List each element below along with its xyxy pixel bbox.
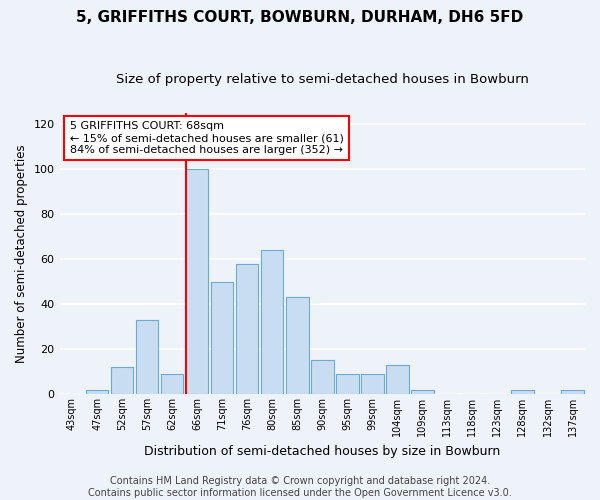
Text: Contains HM Land Registry data © Crown copyright and database right 2024.
Contai: Contains HM Land Registry data © Crown c…	[88, 476, 512, 498]
Bar	[136, 320, 158, 394]
Bar	[511, 390, 534, 394]
Text: 5 GRIFFITHS COURT: 68sqm
← 15% of semi-detached houses are smaller (61)
84% of s: 5 GRIFFITHS COURT: 68sqm ← 15% of semi-d…	[70, 122, 344, 154]
X-axis label: Distribution of semi-detached houses by size in Bowburn: Distribution of semi-detached houses by …	[144, 444, 500, 458]
Bar	[211, 282, 233, 394]
Bar	[111, 367, 133, 394]
Bar	[261, 250, 283, 394]
Title: Size of property relative to semi-detached houses in Bowburn: Size of property relative to semi-detach…	[116, 72, 529, 86]
Text: 5, GRIFFITHS COURT, BOWBURN, DURHAM, DH6 5FD: 5, GRIFFITHS COURT, BOWBURN, DURHAM, DH6…	[76, 10, 524, 25]
Bar	[411, 390, 434, 394]
Bar	[286, 298, 308, 394]
Bar	[186, 170, 208, 394]
Bar	[561, 390, 584, 394]
Bar	[86, 390, 109, 394]
Bar	[386, 365, 409, 394]
Bar	[236, 264, 259, 394]
Bar	[361, 374, 383, 394]
Bar	[161, 374, 184, 394]
Y-axis label: Number of semi-detached properties: Number of semi-detached properties	[15, 144, 28, 363]
Bar	[336, 374, 359, 394]
Bar	[311, 360, 334, 394]
